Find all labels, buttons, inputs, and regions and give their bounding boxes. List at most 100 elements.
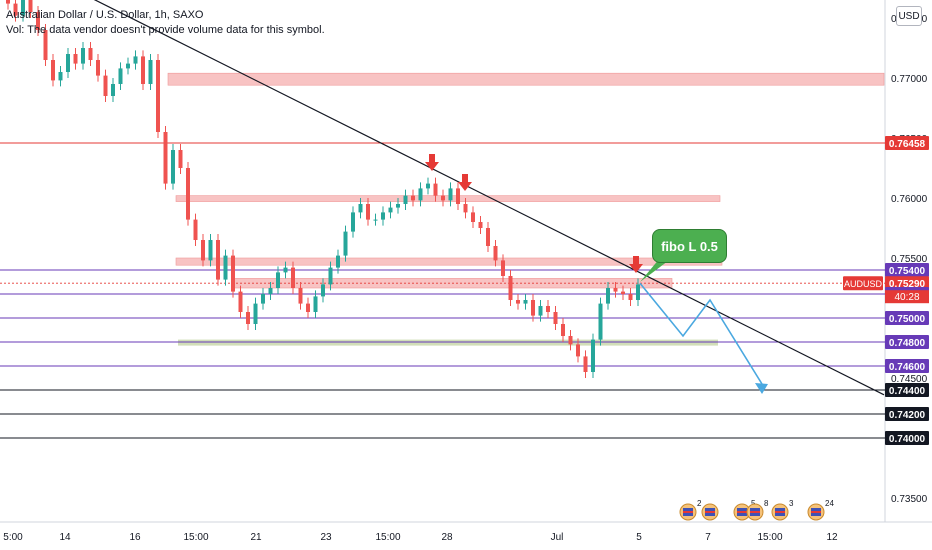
candle-body [111,84,115,96]
time-axis-label: 14 [59,532,71,543]
candle-body [36,12,40,30]
candle-body [283,267,288,273]
candle-body [568,336,573,345]
forecast-arrowhead [755,383,768,394]
candle-body [576,344,580,357]
candle-body [358,204,363,213]
time-axis-label: 15:00 [757,532,782,543]
candle-body [336,255,340,268]
candle-body [73,54,78,64]
event-count: 8 [764,499,769,508]
price-tick-label: 0.76000 [891,194,928,205]
candle-body [553,312,558,324]
callout-pointer [640,258,672,282]
event-flag-icon: 8 [746,499,769,521]
candle-body [6,0,10,4]
candle-body [321,284,325,297]
time-axis-label: 28 [441,532,453,543]
event-flag-stripe [775,511,785,513]
candle-body [103,75,108,96]
down-arrow-head [458,182,472,191]
price-badge-label: 0.75400 [889,266,926,277]
candle-body [351,212,355,232]
candle-body [418,188,423,201]
candle-body [478,222,483,228]
currency-button[interactable]: USD [896,6,922,26]
zone-077 [167,72,885,86]
candle-body [328,267,333,285]
fibo-callout: fibo L 0.5 [652,229,727,263]
price-badge [885,263,929,277]
price-tick-label: 0.75500 [891,254,928,265]
candle-body [606,288,610,304]
candle-body [456,188,460,204]
price-badge-label: 0.74000 [889,434,926,445]
candle-body [373,219,378,221]
candle-body [403,195,408,204]
candle-body [493,246,498,261]
zone-green-support [178,339,718,346]
event-flag-stripe [811,511,821,513]
event-flag-stripe [737,511,747,513]
symbol-badge-label: AUDUSD [844,279,883,289]
candle-body [231,255,235,292]
candle-body [306,303,310,312]
price-badge-label: 0.76458 [889,139,926,150]
candle-body [463,204,468,213]
down-arrow-3 [629,256,643,273]
candle-body [591,339,595,372]
candle-body [381,212,385,220]
candle-body [193,219,198,240]
event-count: 3 [789,499,794,508]
event-flag-icon: 24 [807,499,834,521]
event-flag-icon: 3 [771,499,794,521]
candle-body [291,267,295,288]
candle-body [538,306,543,316]
candle-body [88,48,93,60]
candle-body [28,0,33,13]
candle-body [141,56,145,84]
price-tick-label: 0.74500 [891,374,928,385]
candle-body [613,288,618,292]
forecast-path [639,282,763,385]
candle-body [201,240,205,261]
candle-body [531,300,535,316]
candle-body [508,276,513,300]
candle-body [96,60,100,76]
time-axis-label: Jul [551,532,564,543]
volume-notice: Vol: The data vendor doesn't provide vol… [6,24,325,36]
candle-body [163,132,168,184]
candle-body [148,60,153,84]
candle-body [561,324,565,336]
candle-body [546,306,550,312]
candle-body [171,150,175,184]
candle-body [426,183,430,189]
candle-body [216,240,220,280]
candle-body [636,284,640,300]
candle-body [343,231,348,256]
symbol-title: Australian Dollar / U.S. Dollar, 1h, SAX… [6,9,204,21]
candle-body [223,255,228,280]
candle-body [268,288,273,294]
candle-body [501,260,505,276]
candle-body [471,212,475,222]
time-axis-label: 5:00 [3,532,23,543]
price-badge-label: 0.74600 [889,362,926,373]
price-badge [885,359,929,373]
event-flag-icon: 5 [733,499,756,521]
down-arrow-shaft [462,174,468,183]
candle-body [448,188,453,201]
price-badge [885,383,929,397]
symbol-badge [843,276,883,291]
price-badge [885,407,929,421]
price-badge-label: 0.74800 [889,338,926,349]
time-axis-label: 15:00 [183,532,208,543]
event-flag-stripe [683,511,693,513]
candle-body [366,204,370,220]
candle-body [186,168,190,220]
price-badge [885,276,929,291]
candle-body [133,56,138,64]
time-axis-label: 16 [129,532,141,543]
candle-body [126,63,130,69]
